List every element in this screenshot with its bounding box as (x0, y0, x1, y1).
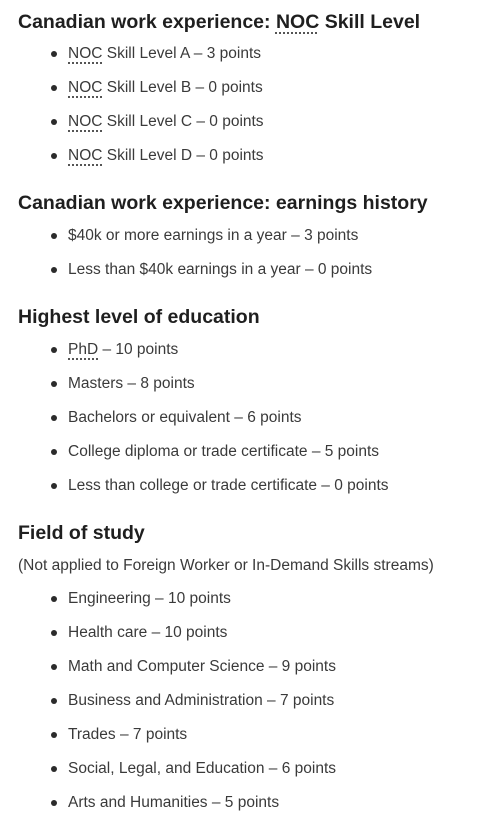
bullet-icon (51, 381, 57, 387)
list-item: $40k or more earnings in a year – 3 poin… (18, 226, 372, 246)
bullet-icon (51, 664, 57, 670)
noc-abbreviation: NOC (68, 79, 103, 96)
phd-abbreviation: PhD (68, 341, 99, 358)
heading-earnings-history: Canadian work experience: earnings histo… (18, 192, 428, 214)
list-fields-of-study: Engineering – 10 points Health care – 10… (18, 589, 336, 813)
bullet-icon (51, 698, 57, 704)
bullet-icon (51, 766, 57, 772)
list-item: NOC Skill Level C – 0 points (18, 112, 264, 132)
bullet-icon (51, 267, 57, 273)
list-item: Health care – 10 points (18, 623, 336, 643)
list-item: NOC Skill Level B – 0 points (18, 78, 264, 98)
list-item: Trades – 7 points (18, 725, 336, 745)
noc-abbreviation: NOC (68, 45, 103, 62)
list-item: Less than $40k earnings in a year – 0 po… (18, 260, 372, 280)
list-earnings-history: $40k or more earnings in a year – 3 poin… (18, 226, 372, 280)
list-item: PhD – 10 points (18, 340, 389, 360)
bullet-icon (51, 630, 57, 636)
list-item: NOC Skill Level D – 0 points (18, 146, 264, 166)
list-item: Less than college or trade certificate –… (18, 476, 389, 496)
noc-abbreviation: NOC (68, 147, 103, 164)
list-item: NOC Skill Level A – 3 points (18, 44, 264, 64)
list-item: Social, Legal, and Education – 6 points (18, 759, 336, 779)
bullet-icon (51, 596, 57, 602)
list-item: Engineering – 10 points (18, 589, 336, 609)
bullet-icon (51, 119, 57, 125)
heading-field-of-study: Field of study (18, 522, 145, 544)
list-noc-skill-levels: NOC Skill Level A – 3 points NOC Skill L… (18, 44, 264, 166)
bullet-icon (51, 347, 57, 353)
list-item: Arts and Humanities – 5 points (18, 793, 336, 813)
noc-abbreviation: NOC (68, 113, 103, 130)
noc-abbreviation: NOC (275, 11, 320, 33)
field-of-study-note: (Not applied to Foreign Worker or In-Dem… (18, 557, 434, 574)
bullet-icon (51, 415, 57, 421)
list-item: Bachelors or equivalent – 6 points (18, 408, 389, 428)
list-item: Business and Administration – 7 points (18, 691, 336, 711)
list-item: Masters – 8 points (18, 374, 389, 394)
bullet-icon (51, 732, 57, 738)
list-item: College diploma or trade certificate – 5… (18, 442, 389, 462)
list-education-levels: PhD – 10 points Masters – 8 points Bache… (18, 340, 389, 496)
bullet-icon (51, 233, 57, 239)
bullet-icon (51, 51, 57, 57)
heading-noc-skill-level: Canadian work experience: NOC Skill Leve… (18, 11, 421, 33)
bullet-icon (51, 483, 57, 489)
heading-highest-education: Highest level of education (18, 306, 260, 328)
bullet-icon (51, 85, 57, 91)
bullet-icon (51, 800, 57, 806)
bullet-icon (51, 153, 57, 159)
list-item: Math and Computer Science – 9 points (18, 657, 336, 677)
bullet-icon (51, 449, 57, 455)
